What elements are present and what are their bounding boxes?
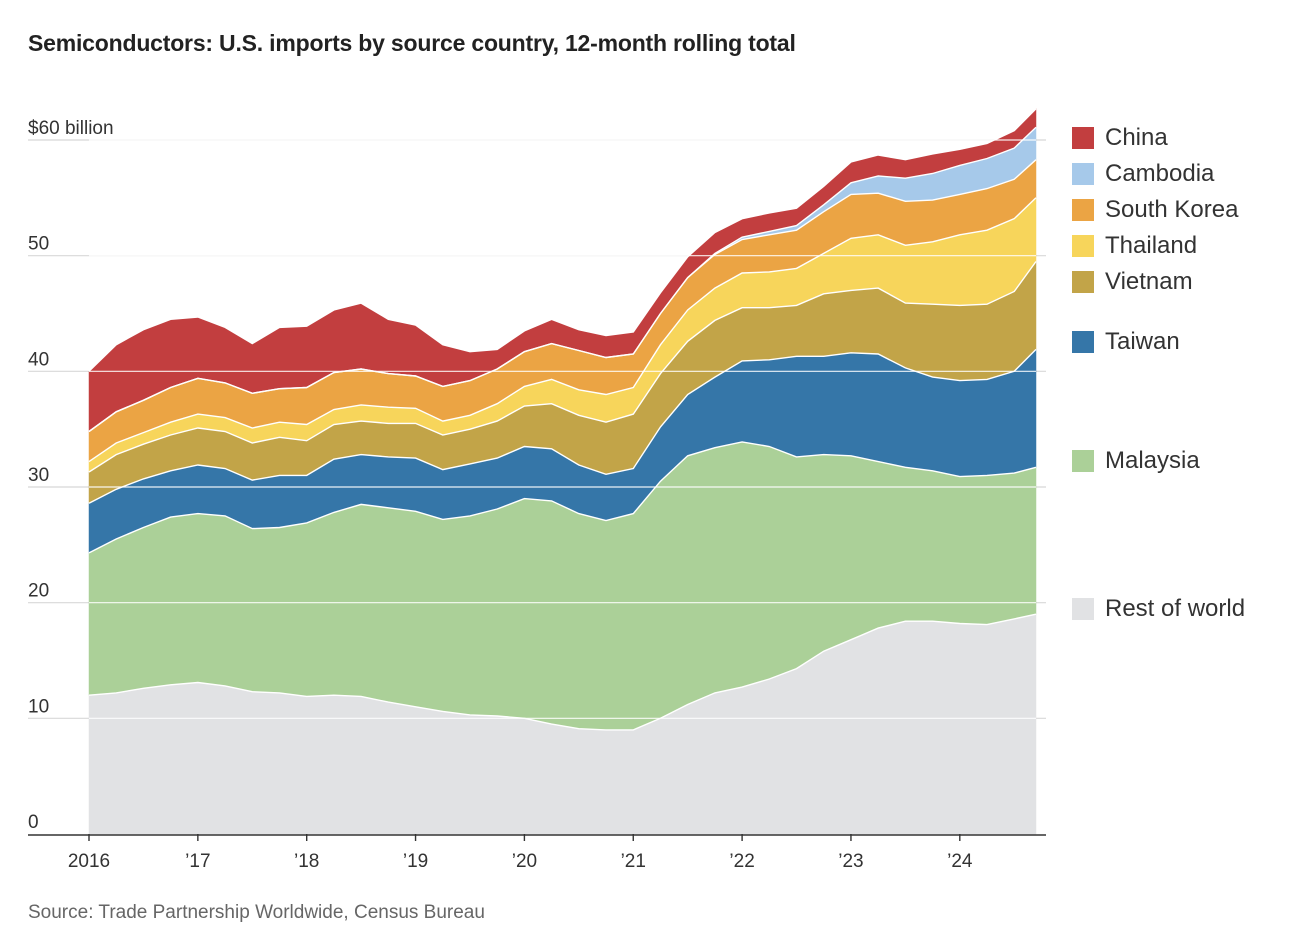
series-boundary-line (88, 108, 1037, 372)
axes: 0 10 20 30 40 50 $60 billion 2016 ’17 ’18 ’19 ’20 ’2… (28, 118, 1046, 872)
legend-item-vietnam: Vietnam (1072, 268, 1193, 296)
legend-item-thailand: Thailand (1072, 232, 1197, 260)
legend-swatch (1072, 331, 1094, 353)
legend-label: Vietnam (1105, 268, 1193, 295)
y-tick-label: 0 (28, 812, 39, 833)
legend-swatch (1072, 199, 1094, 221)
legend-item-cambodia: Cambodia (1072, 160, 1214, 188)
y-tick-label: 10 (28, 696, 49, 717)
source-note: Source: Trade Partnership Worldwide, Cen… (28, 902, 485, 923)
x-tick-label: ’20 (512, 851, 537, 872)
x-tick-label: ’22 (729, 851, 754, 872)
legend-item-taiwan: Taiwan (1072, 328, 1180, 356)
y-tick-label: 30 (28, 465, 49, 486)
series-boundary-line (88, 613, 1037, 731)
x-tick-label: 2016 (68, 851, 110, 872)
x-tick-label: ’18 (294, 851, 319, 872)
legend-label: Malaysia (1105, 447, 1200, 474)
series-boundary-line (88, 441, 1037, 554)
x-tick-label: ’19 (403, 851, 428, 872)
legend-swatch (1072, 271, 1094, 293)
x-tick-label: ’24 (947, 851, 973, 872)
legend-label: Thailand (1105, 232, 1198, 259)
chart-title: Semiconductors: U.S. imports by source c… (28, 30, 796, 56)
x-tick-label: ’21 (621, 851, 646, 872)
legend-swatch (1072, 163, 1094, 185)
series-boundary-line (88, 197, 1037, 463)
legend-label: South Korea (1105, 196, 1239, 223)
legend-swatch (1072, 235, 1094, 257)
legend-label: Rest of world (1105, 595, 1246, 622)
y-tick-label: 40 (28, 349, 49, 370)
y-tick-label: 20 (28, 581, 49, 602)
series-boundary-line (88, 348, 1037, 504)
legend-item-malaysia: Malaysia (1072, 447, 1200, 475)
series-boundary-line (88, 126, 1037, 433)
legend-label: China (1105, 124, 1168, 151)
area-series-group (88, 108, 1037, 835)
legend-item-china: China (1072, 124, 1168, 152)
legend-label: Cambodia (1105, 160, 1215, 187)
legend-label: Taiwan (1105, 328, 1180, 355)
x-tick-label: ’17 (185, 851, 210, 872)
x-tick-label: ’23 (838, 851, 863, 872)
series-boundary-line (88, 261, 1037, 473)
legend-swatch (1072, 450, 1094, 472)
legend-item-rest-of-world: Rest of world (1072, 595, 1245, 623)
y-tick-label: 50 (28, 234, 49, 255)
y-tick-label: $60 billion (28, 118, 114, 139)
legend-swatch (1072, 127, 1094, 149)
legend-item-south-korea: South Korea (1072, 196, 1238, 224)
legend-swatch (1072, 598, 1094, 620)
